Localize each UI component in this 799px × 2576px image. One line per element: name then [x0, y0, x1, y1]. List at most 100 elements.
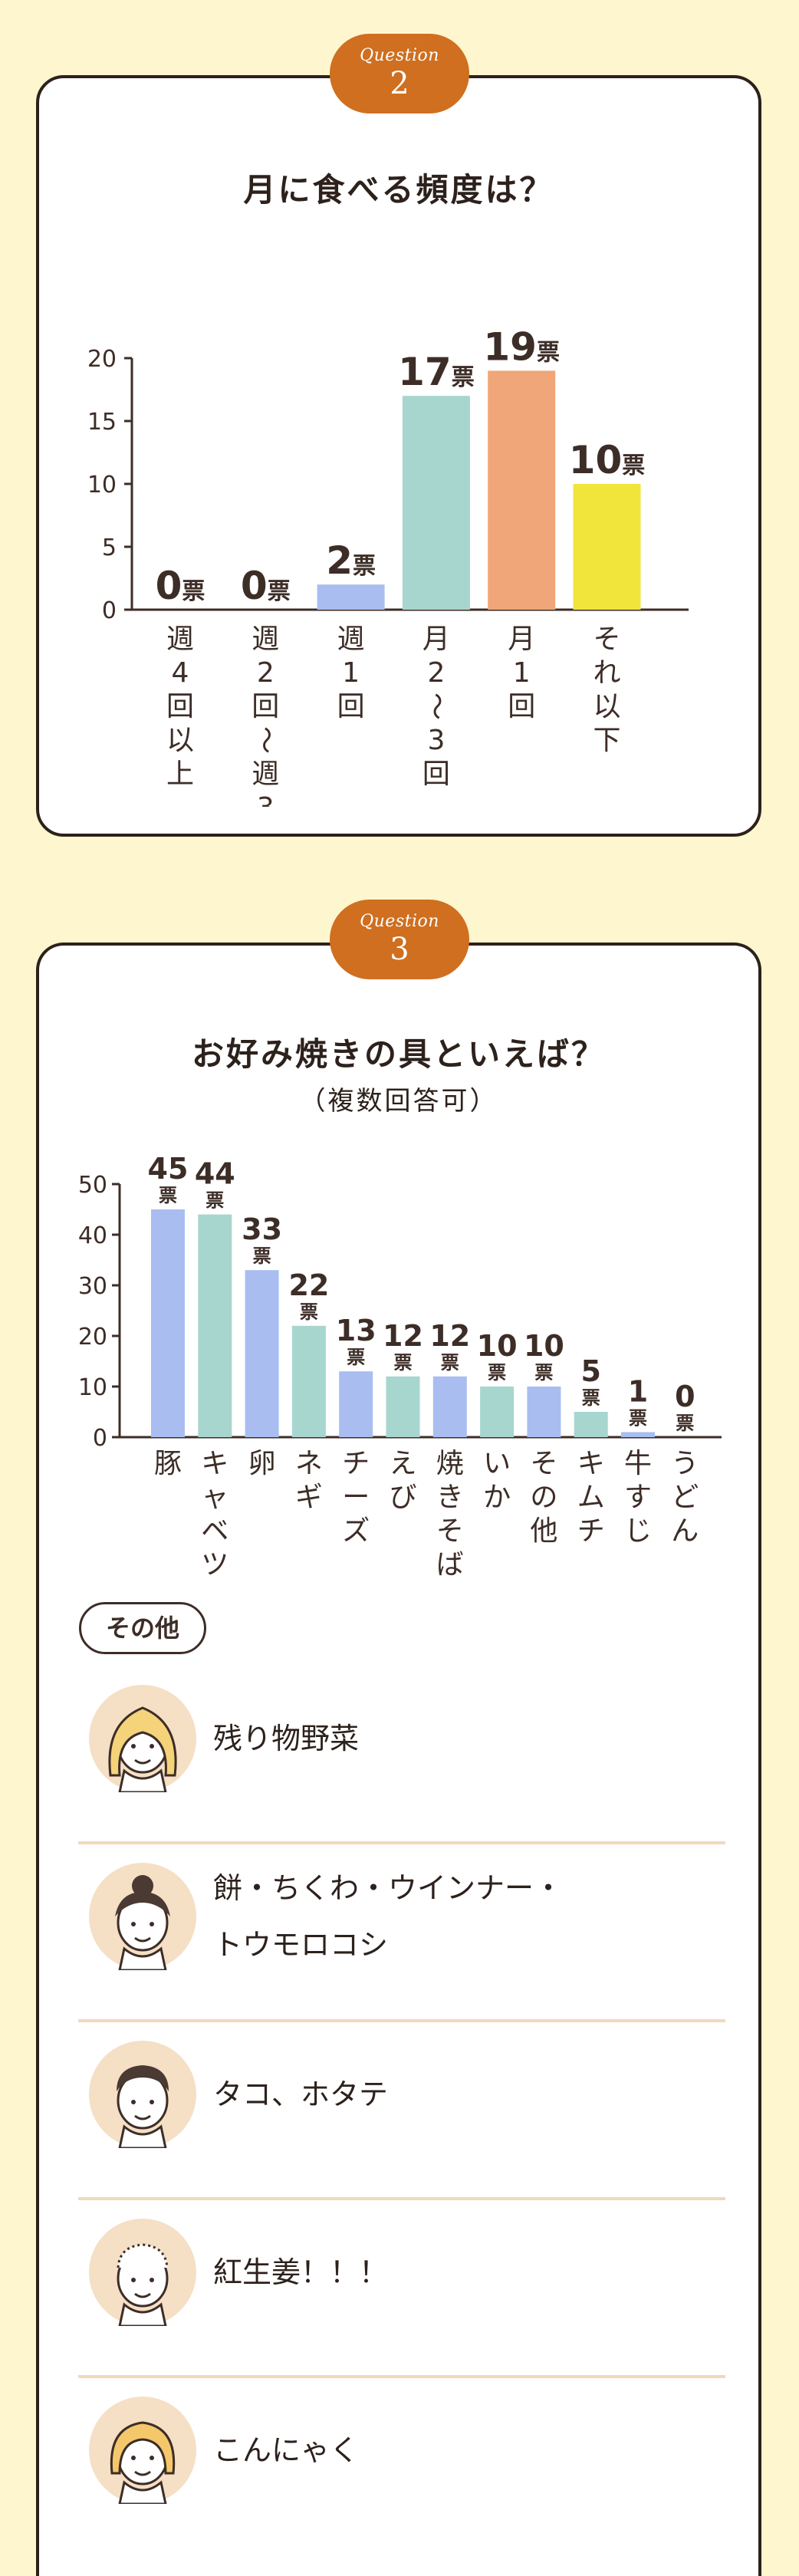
x-category-label-char: 牛	[624, 1448, 652, 1479]
question-2-card: 月に食べる頻度は？ 051015200票週4回以上0票週2回〜週3回2票週1回1…	[36, 75, 761, 837]
bar	[291, 1325, 326, 1437]
frequency-bar-chart: 051015200票週4回以上0票週2回〜週3回2票週1回17票月2〜3回19票…	[87, 324, 689, 807]
x-category-label-char: そ	[593, 623, 620, 655]
bar-value-label: 12	[429, 1319, 470, 1353]
x-category-label-char: ば	[436, 1549, 464, 1581]
bar-unit-label: 票	[441, 1352, 459, 1374]
x-category-label-char: ん	[671, 1515, 699, 1547]
bar	[402, 396, 470, 610]
comment-line: 餅・ちくわ・ウインナー・	[213, 1871, 564, 1905]
bar-unit-label: 票	[206, 1190, 224, 1212]
comment-text: タコ、ホタテ	[213, 2066, 388, 2123]
bar-unit-label: 票	[629, 1407, 647, 1429]
x-category-label-char: 下	[593, 725, 620, 756]
bar-value-label: 17票	[398, 350, 475, 394]
x-category-label-char: 回	[508, 691, 535, 722]
comment-text: 餅・ちくわ・ウインナー・ トウモロコシ	[213, 1860, 563, 1973]
question-3-badge: Question 3	[330, 900, 469, 979]
x-category-label-char: チ	[577, 1515, 605, 1547]
bar-unit-label: 票	[253, 1245, 271, 1267]
x-category-label-char: う	[671, 1448, 699, 1479]
x-category-label-char: 1	[513, 657, 531, 689]
x-category-label-char: 週	[337, 623, 365, 655]
y-tick-label: 10	[87, 472, 117, 498]
comment-row: 餅・ちくわ・ウインナー・ トウモロコシ	[78, 1854, 725, 1992]
x-category-label-char: ネ	[295, 1448, 323, 1479]
bar-value-label: 19票	[483, 324, 560, 369]
woman-bun-hair-avatar-icon	[89, 1863, 196, 1972]
bar-value-label: 1	[628, 1374, 648, 1408]
bar-value-label: 0	[675, 1380, 695, 1413]
y-tick-label: 50	[78, 1172, 107, 1199]
bar-value-label: 5	[580, 1354, 600, 1388]
x-category-label-char: か	[483, 1482, 511, 1513]
bar-value-label: 2票	[326, 538, 376, 583]
x-category-label-char: れ	[593, 657, 620, 689]
bar-value-label: 0票	[241, 564, 291, 608]
question-word: Question	[360, 46, 439, 65]
y-tick-label: 15	[87, 409, 117, 436]
x-category-label-char: ベ	[201, 1515, 229, 1547]
comment-line: こんにゃく	[213, 2433, 360, 2467]
question-3-card: お好み焼きの具といえば？ （複数回答可） 0 10 20 30 40 50 45 票豚 44 票キ…	[36, 943, 761, 2576]
comment-divider	[78, 2197, 725, 2200]
x-category-label-char: 3	[427, 725, 445, 756]
other-answers-tag: その他	[79, 1602, 206, 1654]
x-category-label-char: 回	[337, 691, 365, 722]
x-category-label-char: 焼	[436, 1448, 464, 1479]
comment-row: 残り物野菜	[78, 1676, 725, 1814]
x-category-label-char: 〜	[249, 726, 281, 754]
comment-text: 紅生姜！！！	[213, 2244, 388, 2301]
x-category-label-char: の	[530, 1482, 557, 1513]
comment-row: こんにゃく	[78, 2387, 725, 2525]
x-category-label-char: 回	[423, 758, 450, 790]
y-tick-label: 30	[78, 1273, 107, 1300]
bar	[488, 370, 556, 610]
y-tick-label: 20	[78, 1324, 107, 1351]
x-category-label-char: キ	[201, 1448, 229, 1479]
bar-unit-label: 票	[300, 1301, 318, 1323]
comment-divider	[78, 2375, 725, 2378]
x-category-label-char: す	[624, 1482, 652, 1513]
bar-unit-label: 票	[347, 1347, 365, 1368]
x-category-label-char: ー	[342, 1482, 370, 1513]
bar	[245, 1270, 279, 1437]
x-category-label-char: 3	[257, 792, 275, 807]
x-category-label-char: え	[389, 1448, 416, 1479]
comment-divider	[78, 1841, 725, 1844]
bar-value-label: 0票	[156, 564, 206, 608]
comment-divider	[78, 2019, 725, 2022]
bar	[573, 484, 641, 610]
x-category-label-char: 以	[166, 725, 194, 756]
x-category-label-char: チ	[342, 1448, 370, 1479]
bar-unit-label: 票	[159, 1185, 177, 1206]
comment-line: 残り物野菜	[213, 1722, 360, 1755]
bar-value-label: 45	[148, 1152, 189, 1186]
question-word: Question	[360, 912, 439, 931]
x-category-label-char: ツ	[201, 1549, 229, 1581]
x-category-label-char: 〜	[420, 693, 452, 720]
comment-row: タコ、ホタテ	[78, 2032, 725, 2170]
bar	[386, 1376, 420, 1437]
comment-line: トウモロコシ	[213, 1928, 389, 1962]
x-category-label-char: 週	[252, 758, 279, 790]
man-short-hair-avatar-icon	[89, 2041, 196, 2150]
x-category-label-char: 4	[172, 657, 189, 689]
woman-long-hair-avatar-icon	[89, 1685, 196, 1794]
y-tick-label: 0	[93, 1425, 107, 1452]
comment-line: タコ、ホタテ	[213, 2078, 389, 2111]
bar-unit-label: 票	[488, 1362, 506, 1383]
question-number: 2	[390, 66, 409, 101]
bar-value-label: 13	[336, 1314, 376, 1347]
y-tick-label: 20	[87, 346, 117, 373]
x-category-label-char: ど	[671, 1482, 699, 1513]
y-tick-label: 10	[78, 1374, 107, 1401]
x-category-label-char: そ	[436, 1515, 464, 1547]
bar	[151, 1209, 185, 1437]
x-category-label-char: ズ	[342, 1515, 370, 1547]
x-category-label-char: ャ	[201, 1482, 229, 1513]
x-category-label-char: そ	[530, 1448, 557, 1479]
bar	[198, 1214, 232, 1437]
bar-value-label: 33	[242, 1212, 282, 1246]
